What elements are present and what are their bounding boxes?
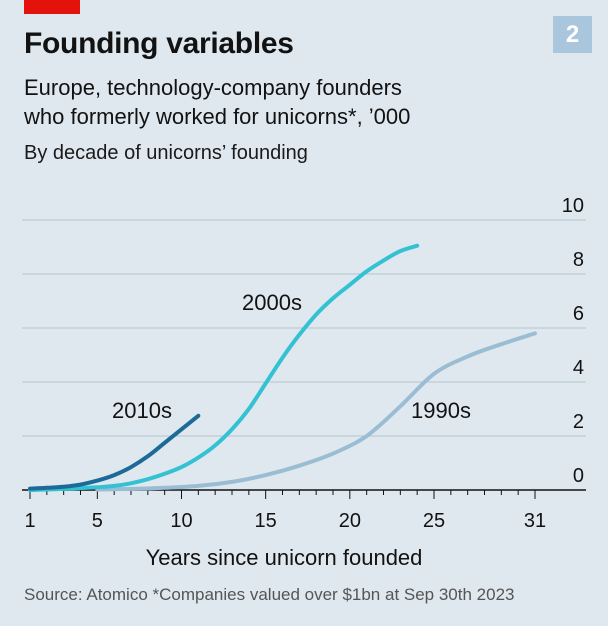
chart-number-badge: 2 (553, 16, 592, 53)
series-line-1990s (95, 331, 537, 492)
x-tick-label: 25 (423, 510, 445, 532)
series-labels: 2010s 2000s 1990s (112, 290, 471, 423)
y-tick-label: 6 (573, 303, 584, 325)
series-line-2000s (28, 243, 420, 492)
x-tick-label: 15 (255, 510, 277, 532)
series-lines (28, 243, 537, 492)
y-tick-label: 0 (573, 465, 584, 487)
source-note: Source: Atomico *Companies valued over $… (24, 585, 515, 604)
chart-title: Founding variables (24, 27, 294, 60)
y-tick-label: 2 (573, 411, 584, 433)
x-axis-label: Years since unicorn founded (146, 545, 423, 570)
chart-subtitle: Europe, technology-company founders who … (24, 73, 410, 131)
brand-red-bar (24, 0, 80, 14)
x-tick-label: 5 (92, 510, 103, 532)
x-axis: 1 5 10 15 20 25 31 (22, 489, 586, 532)
series-label-2000s: 2000s (242, 290, 302, 315)
subtitle-line-2: who formerly worked for unicorns*, ’000 (24, 104, 411, 129)
series-label-1990s: 1990s (411, 398, 471, 423)
y-tick-label: 4 (573, 357, 584, 379)
series-label-2010s: 2010s (112, 398, 172, 423)
series-line-2010s (28, 413, 201, 491)
y-tick-label: 10 (562, 195, 584, 217)
subtitle-line-1: Europe, technology-company founders (24, 75, 402, 100)
x-tick-label: 20 (339, 510, 361, 532)
y-tick-label: 8 (573, 249, 584, 271)
x-tick-label: 1 (24, 510, 35, 532)
chart-subnote: By decade of unicorns’ founding (24, 142, 308, 164)
x-tick-label: 10 (170, 510, 192, 532)
x-tick-label: 31 (524, 510, 546, 532)
y-axis-tick-labels: 0 2 4 6 8 10 (562, 195, 584, 487)
